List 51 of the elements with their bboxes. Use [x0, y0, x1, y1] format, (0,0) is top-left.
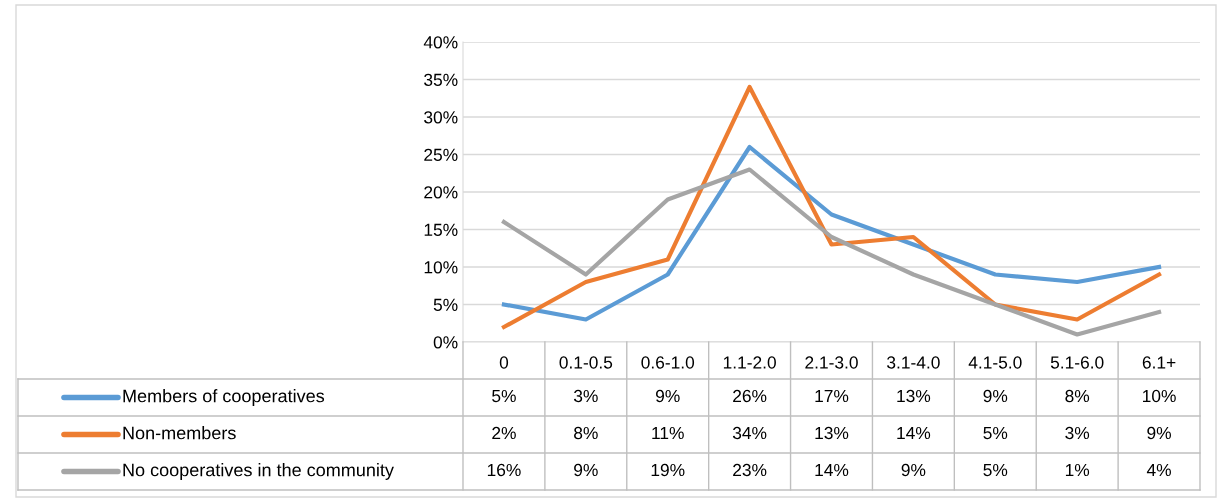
legend-label: Members of cooperatives	[123, 389, 325, 406]
data-label: 9%	[655, 389, 680, 403]
y-tick-label: 0%	[433, 336, 458, 349]
x-tick-label: 1.1-2.0	[723, 356, 776, 369]
x-tick-label: 3.1-4.0	[887, 356, 940, 369]
data-label: 9%	[901, 463, 926, 477]
x-tick-label: 0.1-0.5	[559, 356, 613, 369]
data-label: 14%	[897, 426, 931, 440]
data-label: 16%	[487, 463, 521, 477]
data-label: 2%	[492, 426, 516, 440]
data-label: 26%	[733, 389, 767, 403]
data-label: 13%	[815, 426, 849, 440]
data-label: 9%	[1147, 426, 1171, 440]
data-label: 19%	[651, 463, 685, 477]
data-label: 9%	[574, 463, 598, 477]
x-tick-label: 0.6-1.0	[641, 356, 695, 369]
y-tick-label: 25%	[424, 148, 458, 161]
data-label: 13%	[897, 389, 931, 403]
data-label: 3%	[573, 389, 598, 403]
data-label: 17%	[815, 389, 849, 403]
x-tick-label: 2.1-3.0	[805, 356, 858, 369]
legend-label: No cooperatives in the community	[123, 463, 394, 480]
data-label: 5%	[983, 426, 1008, 440]
data-label: 4%	[1146, 463, 1171, 477]
y-tick-label: 15%	[424, 223, 458, 236]
y-tick-label: 35%	[424, 73, 458, 86]
data-label: 5%	[492, 389, 516, 403]
data-label: 3%	[1065, 426, 1090, 440]
x-tick-label: 5.1-6.0	[1050, 356, 1104, 369]
line-series	[501, 144, 1162, 322]
data-label: 9%	[983, 389, 1008, 403]
y-tick-label: 5%	[433, 298, 458, 311]
data-label: 10%	[1143, 389, 1176, 403]
data-label: 8%	[574, 426, 598, 440]
y-tick-label: 10%	[424, 261, 458, 274]
x-tick-label: 0	[499, 356, 509, 369]
y-tick-label: 40%	[423, 36, 458, 49]
data-label: 5%	[983, 463, 1008, 477]
y-tick-label: 30%	[424, 111, 458, 124]
data-label: 11%	[652, 426, 684, 440]
legend-label: Non-members	[123, 426, 236, 440]
line-series	[501, 167, 1162, 337]
line-series	[501, 84, 1162, 330]
data-label: 23%	[733, 463, 767, 477]
x-tick-label: 4.1-5.0	[968, 356, 1022, 369]
data-label: 8%	[1065, 389, 1090, 403]
data-label: 14%	[815, 463, 849, 477]
data-label: 34%	[732, 426, 767, 440]
data-label: 1%	[1065, 463, 1090, 477]
y-tick-label: 20%	[424, 186, 458, 199]
x-tick-label: 6.1+	[1142, 356, 1176, 369]
